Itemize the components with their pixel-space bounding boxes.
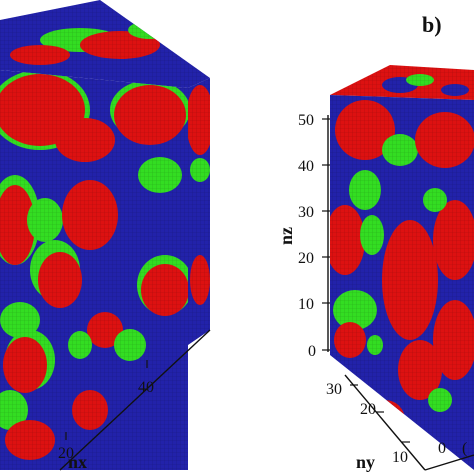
panel-b-z-tick-label: 30: [298, 204, 314, 221]
panel-b-x-tick-label: 0: [438, 440, 446, 457]
panel-a-front-grid: [0, 70, 188, 470]
panel-b-z-tick-label: 40: [298, 158, 314, 175]
panel-b-z-tick-label: 20: [298, 250, 314, 267]
panel-b-x-tick-label: (: [462, 440, 467, 457]
panel-b-label: b): [422, 12, 442, 37]
panel-a-side-grid: [188, 78, 210, 345]
panel-b-z-ticks: [322, 118, 330, 351]
panel-b-y-tick-label: 30: [326, 381, 342, 398]
panel-b-y-axis: [344, 374, 426, 471]
panel-b-z-tick-label: 0: [308, 343, 316, 360]
panel-a-x-tick-label: 40: [138, 379, 154, 396]
panel-b-y-ticks: [350, 384, 410, 443]
panel-b-y-axis-label: ny: [356, 452, 375, 472]
panel-b-front-grid: [330, 95, 474, 470]
panel-a-top-grid: [0, 0, 210, 88]
panel-b-z-axis-label: nz: [276, 227, 296, 245]
panel-b-z-tick-label: 50: [298, 112, 314, 129]
panel-a-x-axis: [59, 329, 211, 471]
panel-b-voxel-cube: 0 10 20 30 40 50 nz 30 20 10 ny 0 ( b): [276, 12, 474, 472]
panel-a-x-axis-label: nx: [68, 452, 87, 472]
panel-b-x-axis: [424, 454, 474, 471]
panel-b-top-grid: [330, 65, 474, 100]
panel-a-x-tick-label: 20: [58, 445, 74, 462]
panel-b-z-tick-label: 10: [298, 296, 314, 313]
panel-b-y-tick-label: 20: [360, 401, 376, 418]
panel-b-y-tick-label: 10: [392, 449, 408, 466]
panel-a-voxel-cube: 20 40 nx: [0, 0, 211, 472]
